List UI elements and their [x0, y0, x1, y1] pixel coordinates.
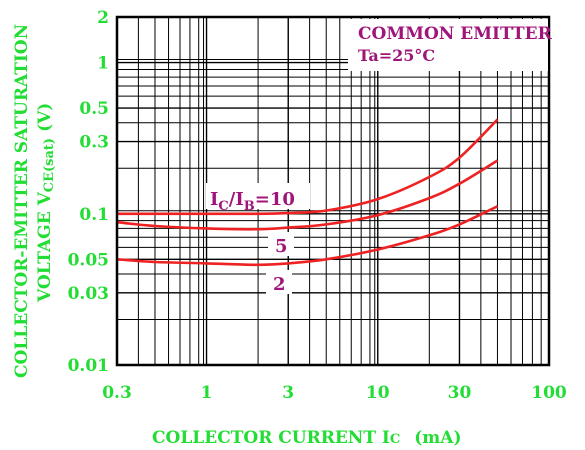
y-axis-title-line-2: VOLTAGE VCE(sat)(V)	[35, 103, 57, 303]
series-label-10-bg	[206, 183, 310, 209]
series-label-2-bg	[266, 270, 292, 294]
series-line-2	[116, 205, 499, 267]
curves	[116, 118, 499, 267]
y-tick-label: 2	[97, 8, 109, 28]
x-tick-label: 3	[282, 383, 294, 403]
y-tick-label: 0.03	[68, 284, 109, 304]
x-axis-title: COLLECTOR CURRENT IC (mA)	[152, 428, 462, 448]
x-tick-label: 30	[448, 383, 472, 403]
condition-line-1: COMMON EMITTER	[358, 24, 553, 44]
y-axis-title-line-1: COLLECTOR-EMITTER SATURATION	[12, 24, 32, 378]
series-line-5	[116, 159, 499, 231]
series-label-5: 5	[275, 236, 288, 257]
condition-box	[348, 19, 548, 71]
series-label-2: 2	[273, 274, 286, 295]
y-tick-label: 0.1	[79, 205, 109, 225]
y-tick-labels: 0.01 0.03 0.05 0.1 0.3 0.5 1 2	[68, 8, 109, 376]
condition-line-2: Ta=25°C	[358, 46, 435, 65]
y-tick-label: 0.5	[79, 99, 109, 119]
series-label-10: IC/IB=10	[210, 189, 295, 214]
series-label-5-bg	[268, 232, 294, 256]
series-line-10	[116, 118, 499, 216]
x-tick-label: 10	[366, 383, 390, 403]
plot-frame	[115, 15, 551, 367]
x-tick-label: 0.3	[102, 383, 132, 403]
y-tick-label: 0.3	[79, 133, 109, 153]
x-tick-label: 1	[201, 383, 213, 403]
y-tick-label: 0.01	[68, 356, 109, 376]
x-tick-labels: 0.3 1 3 10 30 100	[102, 383, 567, 403]
y-tick-label: 0.05	[68, 250, 109, 270]
y-tick-label: 1	[97, 54, 109, 74]
x-tick-label: 100	[531, 383, 567, 403]
